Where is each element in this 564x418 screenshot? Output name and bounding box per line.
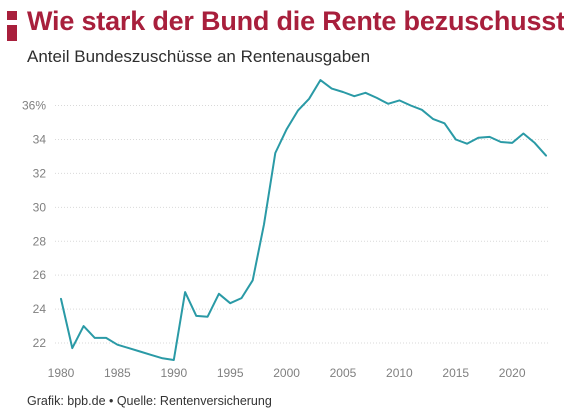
logo-square-bottom [7,25,17,41]
series-layer [60,79,547,361]
series-line [60,79,547,361]
x-tick-label: 1990 [160,366,187,380]
y-tick-label: 36% [22,99,46,113]
x-tick-label: 2010 [386,366,413,380]
source-note: Grafik: bpb.de • Quelle: Rentenversicher… [27,394,272,408]
y-tick-label: 34 [33,132,47,146]
x-tick-label: 2020 [499,366,526,380]
page-title: Wie stark der Bund die Rente bezuschusst [27,6,564,36]
chart-subtitle: Anteil Bundeszuschüsse an Rentenausgaben [27,47,371,66]
line-chart: 22 24 26 28 30 32 34 36% 1980 1985 1990 1995 2000 20… [22,79,550,380]
y-tick-label: 26 [33,268,47,282]
x-axis-labels: 1980 1985 1990 1995 2000 2005 2010 2015 2020 [48,366,526,380]
bpb-logo-mark [7,11,17,41]
y-tick-label: 30 [33,200,47,214]
x-tick-label: 1980 [48,366,75,380]
x-tick-label: 1985 [104,366,131,380]
x-tick-label: 1995 [217,366,244,380]
logo-square-top [7,11,17,20]
y-tick-label: 22 [33,336,47,350]
x-tick-label: 2015 [442,366,469,380]
grid-layer [55,105,550,344]
y-tick-label: 24 [33,302,47,316]
y-tick-label: 32 [33,166,47,180]
x-tick-label: 2005 [330,366,357,380]
x-tick-label: 2000 [273,366,300,380]
y-tick-label: 28 [33,234,47,248]
y-axis-labels: 22 24 26 28 30 32 34 36% [22,99,47,350]
